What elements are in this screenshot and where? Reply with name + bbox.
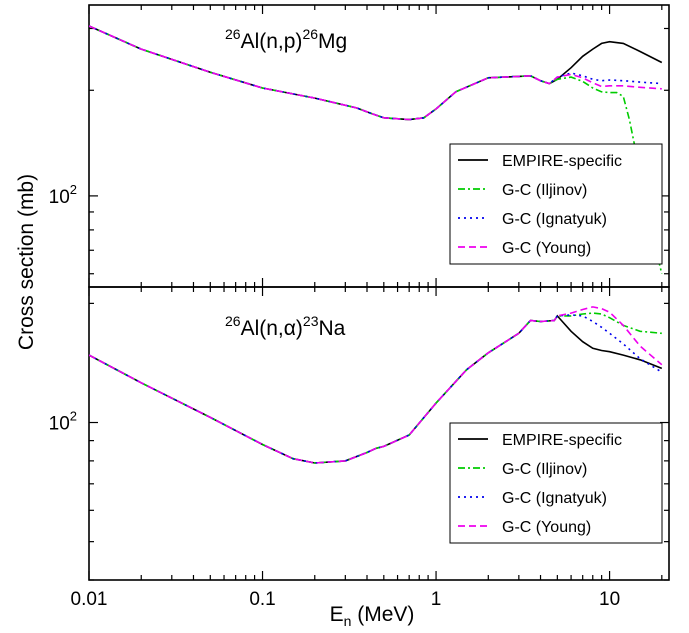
series-line-g-c-ignatyuk- xyxy=(89,25,662,121)
legend-label: EMPIRE-specific xyxy=(502,432,622,449)
x-tick-label: 10 xyxy=(599,589,620,610)
x-tick-label: 1 xyxy=(431,589,442,610)
legend-label: G-C (Ignatyuk) xyxy=(502,211,607,228)
legend-box xyxy=(449,422,663,544)
legend-label: G-C (Iljinov) xyxy=(502,182,587,199)
series-line-g-c-young- xyxy=(89,25,662,121)
legend-label: G-C (Young) xyxy=(502,240,591,257)
x-axis-label: En (MeV) xyxy=(330,603,415,629)
plot-frame xyxy=(88,286,670,581)
panel-title: 26Al(n,p)26Mg xyxy=(225,26,347,53)
legend-label: G-C (Ignatyuk) xyxy=(502,490,607,507)
legend-label: G-C (Young) xyxy=(502,519,591,536)
legend-box xyxy=(449,143,663,265)
panel-title: 26Al(n,α)23Na xyxy=(225,313,346,340)
series-line-empire-specific xyxy=(89,25,663,121)
legend-label: G-C (Iljinov) xyxy=(502,461,587,478)
panel-al-n-alpha-na: 0.01 0.1 1 10 102 26Al(n,α)23Na EMPIRE-specifi… xyxy=(49,286,670,610)
y-axis-label: Cross section (mb) xyxy=(15,174,38,350)
x-tick-label: 0.01 xyxy=(71,589,108,610)
panel-al-n-p-mg: 102 26Al(n,p)26Mg EMPIRE-specific G-C (Ilji… xyxy=(49,4,670,288)
series-line-g-c-young- xyxy=(89,306,663,464)
legend-label: EMPIRE-specific xyxy=(502,153,622,170)
x-tick-label: 0.1 xyxy=(249,589,275,610)
y-tick-label: 102 xyxy=(49,409,77,435)
y-tick-label: 102 xyxy=(49,182,77,208)
